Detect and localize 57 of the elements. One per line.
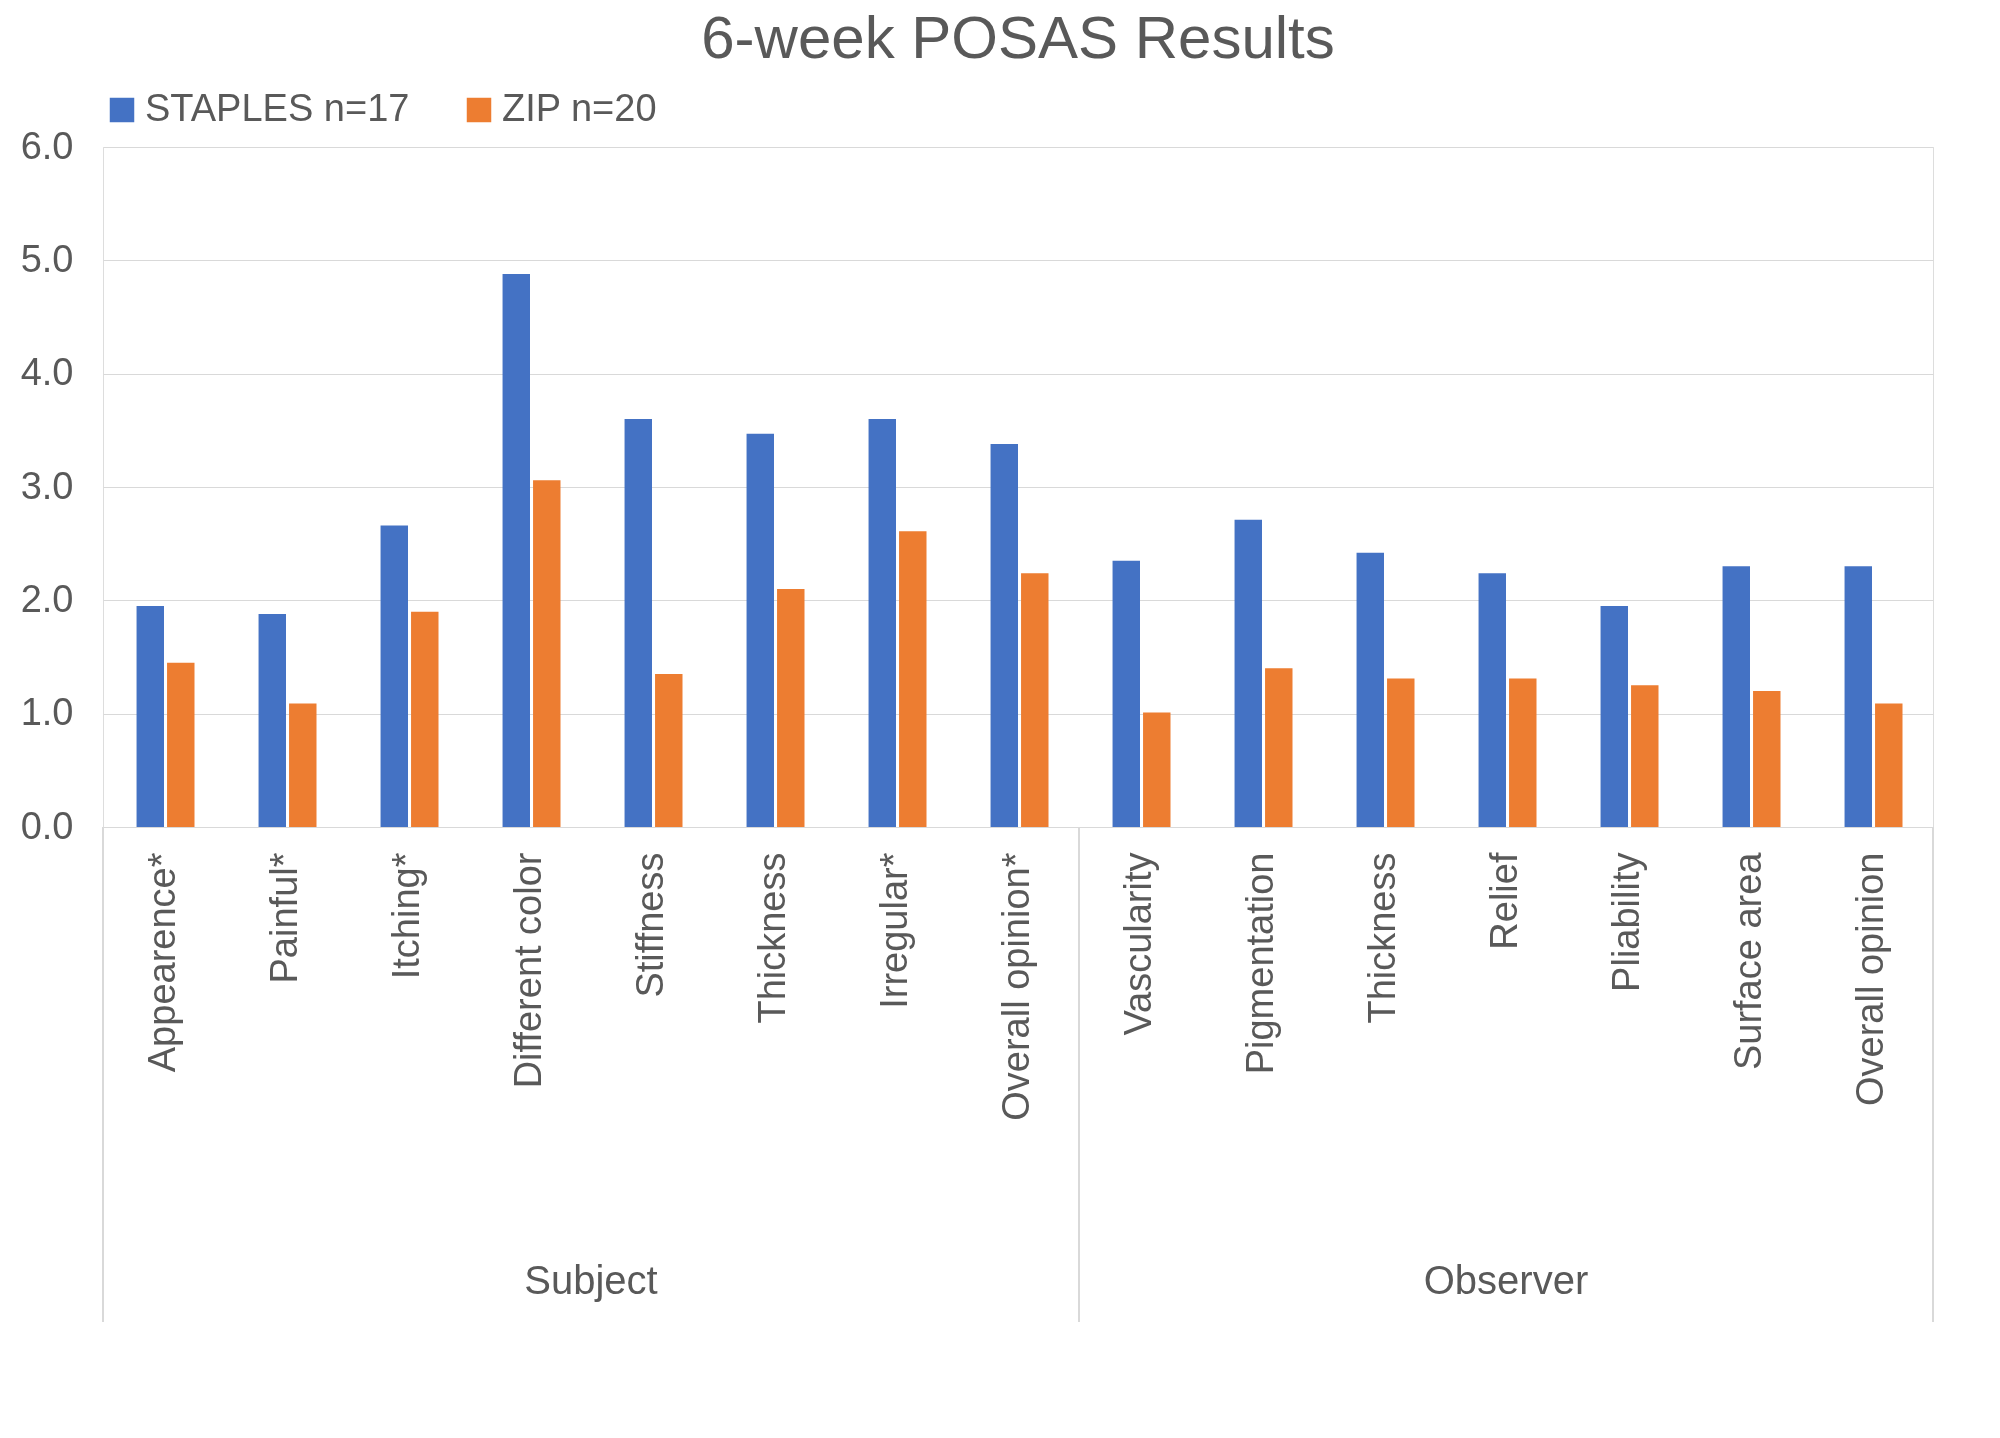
- bar: [1631, 685, 1659, 827]
- bar: [1753, 691, 1781, 827]
- x-tick-label: Overall opinion: [1849, 852, 1891, 1106]
- y-tick-label: 6.0: [20, 124, 74, 167]
- y-tick-label: 1.0: [20, 691, 74, 734]
- bar: [777, 589, 805, 827]
- x-tick-label: Painful*: [263, 852, 305, 984]
- bar: [655, 674, 683, 827]
- y-tick-label: 0.0: [20, 804, 74, 847]
- bar: [1600, 606, 1628, 827]
- y-tick-label: 4.0: [20, 351, 74, 394]
- bar: [868, 419, 896, 827]
- x-tick-label: Overall opinion*: [995, 852, 1037, 1121]
- bar: [1021, 573, 1049, 827]
- bar: [502, 273, 530, 827]
- bar: [1509, 678, 1537, 827]
- x-tick-label: Stiffness: [629, 852, 671, 998]
- chart-title: 6-week POSAS Results: [701, 4, 1335, 71]
- legend-label: ZIP n=20: [502, 87, 657, 129]
- x-tick-label: Different color: [507, 852, 549, 1089]
- text: Observer: [1423, 1258, 1589, 1302]
- bar: [1478, 573, 1506, 827]
- bar: [1112, 560, 1140, 827]
- y-tick-label: 3.0: [20, 464, 74, 507]
- x-tick-label: Appearence*: [141, 852, 183, 1073]
- bar: [1387, 678, 1415, 827]
- y-tick-label: 5.0: [20, 237, 74, 280]
- bar: [624, 419, 652, 827]
- bar: [136, 606, 164, 827]
- bar: [380, 525, 408, 827]
- x-tick-label: Itching*: [385, 852, 427, 980]
- bar: [990, 443, 1018, 827]
- text: Subject: [524, 1258, 658, 1302]
- bar: [1722, 566, 1750, 827]
- bar: [1234, 519, 1262, 827]
- bar: [746, 433, 774, 827]
- bar: [411, 611, 439, 827]
- x-tick-label: Relief: [1483, 852, 1525, 950]
- x-tick-label: Thickness: [1361, 852, 1403, 1024]
- bar: [899, 531, 927, 827]
- legend-label: STAPLES n=17: [145, 87, 410, 129]
- bar: [258, 613, 286, 827]
- x-tick-label: Vascularity: [1117, 852, 1159, 1036]
- bar: [167, 662, 195, 827]
- x-tick-label: Pliability: [1605, 852, 1647, 992]
- bar: [1265, 668, 1293, 827]
- x-tick-label: Surface area: [1727, 851, 1769, 1071]
- bar: [1356, 552, 1384, 827]
- bar: [533, 480, 561, 827]
- bar: [289, 703, 317, 827]
- bar: [1875, 703, 1903, 827]
- y-tick-label: 2.0: [20, 577, 74, 620]
- bar: [1143, 712, 1171, 827]
- bar: [1844, 566, 1872, 827]
- x-tick-label: Irregular*: [873, 852, 915, 1009]
- x-tick-label: Thickness: [751, 852, 793, 1024]
- x-tick-label: Pigmentation: [1239, 852, 1281, 1075]
